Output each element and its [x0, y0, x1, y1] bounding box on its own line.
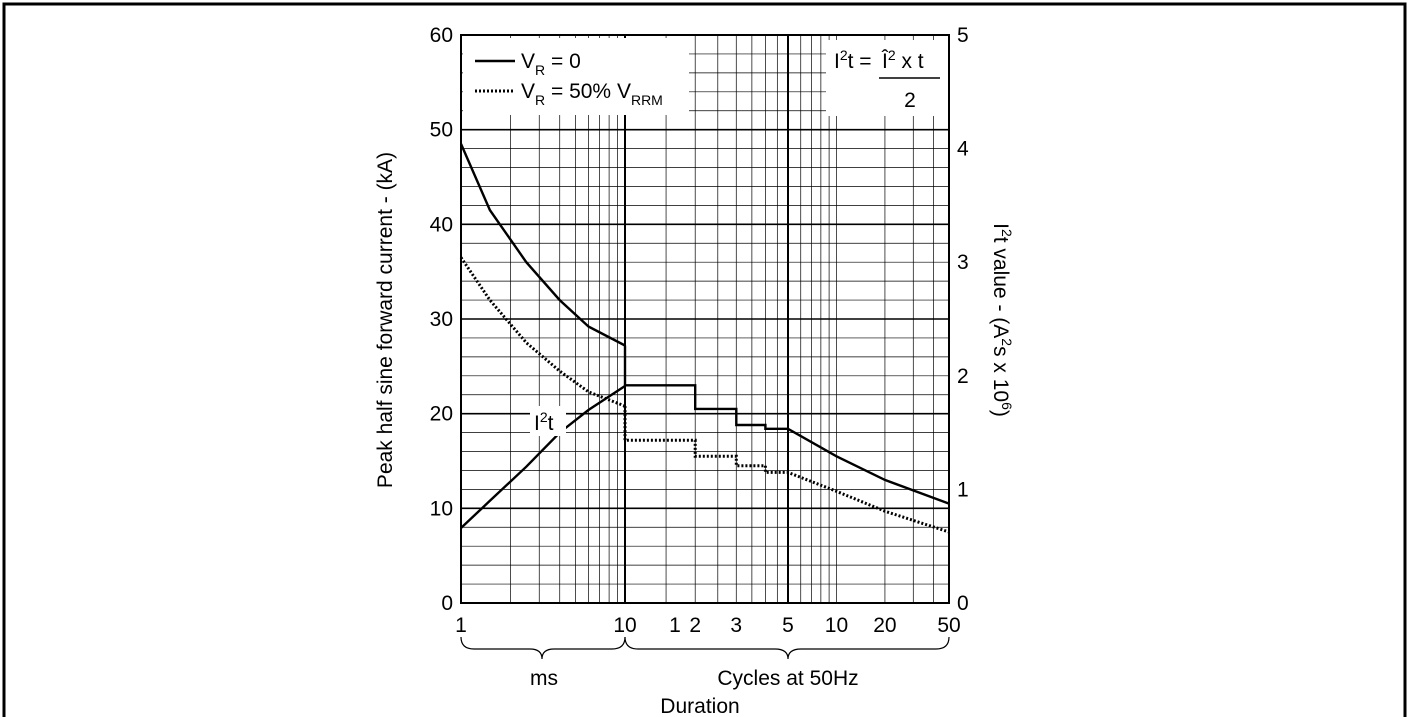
y-right-tick-label: 4 [957, 138, 969, 161]
ms-brace [460, 636, 626, 660]
y-right-tick-label: 5 [957, 24, 969, 47]
x-cycles-tick-label: 3 [730, 614, 742, 637]
y-right-tick-label: 3 [957, 251, 969, 274]
y-left-tick-label: 40 [430, 213, 453, 236]
x-cycles-tick-label: 10 [825, 614, 848, 637]
y-left-tick-label: 10 [430, 497, 453, 520]
y-left-tick-label: 0 [441, 592, 453, 615]
formula-denominator: 2 [904, 89, 916, 112]
x-ms-tick-label: 10 [613, 614, 636, 637]
y-left-tick-label: 20 [430, 403, 453, 426]
legend-label-vr50: VR = 50% VRRM [521, 80, 663, 108]
grid [460, 34, 950, 604]
series-vr0-ms [459, 143, 626, 347]
ms-range-label: ms [530, 667, 558, 690]
x-axis-title: Duration [660, 695, 739, 717]
plot-area-border [460, 34, 950, 604]
series-vr50-ms [459, 256, 626, 408]
series-i2t-ms [460, 384, 626, 529]
y-right-tick-label: 2 [957, 365, 969, 388]
series-vr50-cycles [623, 406, 950, 534]
cycles-brace [624, 636, 950, 660]
x-cycles-tick-label: 1 [669, 614, 681, 637]
i2t-annotation: I2t [530, 406, 566, 436]
legend-background [463, 38, 689, 115]
i2t-annotation-background [530, 406, 566, 436]
y-left-axis-title: Peak half sine forward current - (kA) [374, 152, 397, 488]
y-left-tick-label: 60 [430, 24, 453, 47]
y-left-tick-label: 50 [430, 119, 453, 142]
x-cycles-tick-label: 20 [873, 614, 896, 637]
x-cycles-tick-label: 2 [689, 614, 701, 637]
formula-lhs: I2t = [834, 47, 872, 73]
plot-border [460, 34, 950, 604]
x-ms-tick-label: 1 [455, 614, 467, 637]
i2t-annotation-label: I2t [534, 409, 554, 435]
i2t-formula: I2t = Î2 x t 2 [826, 40, 948, 116]
legend-label-vr0: VR = 0 [521, 50, 581, 78]
y-right-axis-title: I2t value - (A2s x 106) [989, 223, 1015, 417]
x-cycles-tick-label: 50 [937, 614, 960, 637]
legend: VR = 0 VR = 50% VRRM [463, 38, 689, 115]
y-left-tick-label: 30 [430, 308, 453, 331]
y-right-tick-label: 0 [957, 592, 969, 615]
y-right-tick-label: 1 [957, 478, 969, 501]
formula-numerator: Î2 x t [881, 47, 924, 73]
series-vr0-cycles [623, 345, 950, 505]
x-cycles-tick-label: 5 [782, 614, 794, 637]
series [459, 143, 950, 534]
cycles-range-label: Cycles at 50Hz [717, 667, 858, 690]
